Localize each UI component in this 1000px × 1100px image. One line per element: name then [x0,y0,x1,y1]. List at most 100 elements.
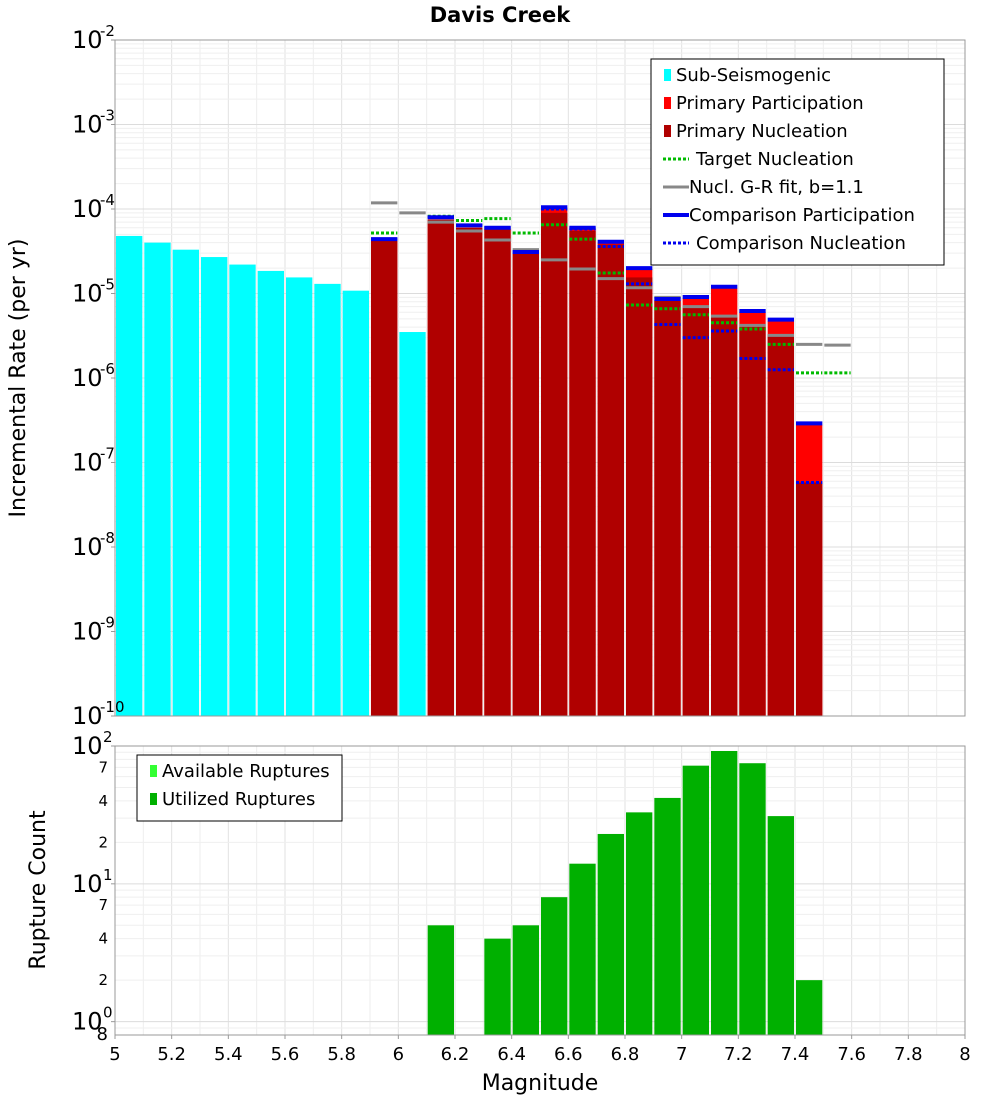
bar-primary-nucleation [682,307,709,716]
y-tick-exponent: -4 [100,191,115,209]
y-tick-label: 10 [72,280,103,308]
chart-title: Davis Creek [430,3,572,27]
y-minor-tick-label: 7 [98,896,108,914]
y-tick-label: 10 [72,449,103,477]
y-tick-label: 10 [72,1008,103,1036]
legend-swatch [150,793,157,805]
x-tick-label: 7.2 [724,1044,753,1065]
x-tick-label: 5.8 [327,1044,356,1065]
x-tick-label: 5.2 [157,1044,186,1065]
y-tick-exponent: 0 [103,1004,113,1022]
bar-primary-nucleation [541,212,568,716]
legend-label: Sub-Seismogenic [676,65,831,86]
x-tick-label: 7 [676,1044,687,1065]
y-tick-exponent: -9 [100,614,115,632]
bar-sub-seismogenic [201,257,228,716]
legend-label: Comparison Nucleation [696,233,906,254]
bar-primary-nucleation [484,228,511,716]
bar-utilized-ruptures [739,763,766,1035]
top-lines [371,201,851,484]
x-axis-ticks: 5 5.2 5.4 5.6 5.8 6 6.2 6.4 6.6 6.8 7 7.2 7.4 7.6 7.8 8 [109,1035,971,1065]
top-bars [116,209,823,717]
x-axis-title: Magnitude [482,1071,599,1096]
bar-utilized-ruptures [569,863,596,1035]
x-tick-label: 8 [959,1044,970,1065]
bar-sub-seismogenic [314,283,341,716]
bar-primary-nucleation [371,240,398,716]
legend-swatch [664,69,671,81]
bar-utilized-ruptures [541,897,568,1035]
bar-primary-nucleation [456,227,483,716]
x-tick-label: 7.6 [837,1044,866,1065]
y-minor-tick-label: 2 [98,833,108,851]
bar-utilized-ruptures [682,765,709,1035]
bar-utilized-ruptures [597,833,624,1035]
top-y-axis-title: Incremental Rate (per yr) [6,239,31,518]
x-tick-label: 5.6 [271,1044,300,1065]
bar-sub-seismogenic [116,235,143,716]
x-tick-label: 6.8 [611,1044,640,1065]
y-tick-label: 10 [72,732,103,760]
x-tick-label: 6.2 [441,1044,470,1065]
bar-sub-seismogenic [229,264,256,716]
bar-utilized-ruptures [796,980,823,1035]
legend-label: Comparison Participation [689,205,915,226]
y-tick-exponent: -6 [100,360,115,378]
bar-utilized-ruptures [626,812,653,1035]
y-tick-exponent: 1 [103,866,113,884]
y-tick-exponent: 2 [103,728,113,746]
y-minor-tick-label: 7 [98,758,108,776]
bar-primary-nucleation [512,253,539,716]
y-tick-label: 10 [72,195,103,223]
y-tick-label: 10 [72,111,103,139]
x-tick-label: 7.8 [894,1044,923,1065]
bar-utilized-ruptures [711,750,738,1035]
y-tick-exponent: -3 [100,107,115,125]
x-tick-label: 7.4 [781,1044,810,1065]
bar-sub-seismogenic [257,270,284,716]
bar-primary-nucleation [739,327,766,716]
y-tick-label: 10 [72,533,103,561]
bar-primary-nucleation [767,334,794,716]
y-tick-exponent: -2 [100,22,115,40]
y-tick-label: 10 [72,364,103,392]
bottom-bars [427,750,823,1035]
legend-label: Target Nucleation [695,149,854,170]
y-tick-label: 10 [72,618,103,646]
bar-sub-seismogenic [342,290,369,716]
bar-sub-seismogenic [172,249,199,716]
legend-label: Available Ruptures [162,761,330,782]
bar-utilized-ruptures [484,938,511,1035]
x-tick-label: 6.4 [497,1044,526,1065]
legend-label: Primary Participation [676,93,864,114]
bar-sub-seismogenic [144,242,171,717]
bar-primary-nucleation [626,277,653,716]
bar-primary-nucleation [711,316,738,716]
y-tick-label: 10 [72,870,103,898]
bar-sub-seismogenic [286,277,313,716]
bar-primary-nucleation [597,244,624,716]
y-tick-exponent: -7 [100,445,115,463]
legend-label: Primary Nucleation [676,121,848,142]
y-minor-tick-label: 2 [98,971,108,989]
bottom-y-axis-title: Rupture Count [26,810,51,970]
legend-label: Nucl. G-R fit, b=1.1 [689,177,864,198]
bar-utilized-ruptures [767,816,794,1035]
legend-swatch [664,125,671,137]
bar-utilized-ruptures [427,925,454,1035]
bar-primary-nucleation [569,230,596,717]
top-legend: Sub-Seismogenic Primary Participation Prim… [650,58,945,266]
y-tick-label: 10 [72,26,103,54]
y-minor-tick-label: 4 [98,792,108,810]
legend-swatch [150,765,157,777]
bottom-plot-border [114,745,966,1036]
bottom-legend: Available Ruptures Utilized Ruptures [136,754,343,822]
top-grid [114,39,966,717]
y-minor-tick-label: 4 [98,930,108,948]
bar-primary-nucleation [427,219,454,717]
